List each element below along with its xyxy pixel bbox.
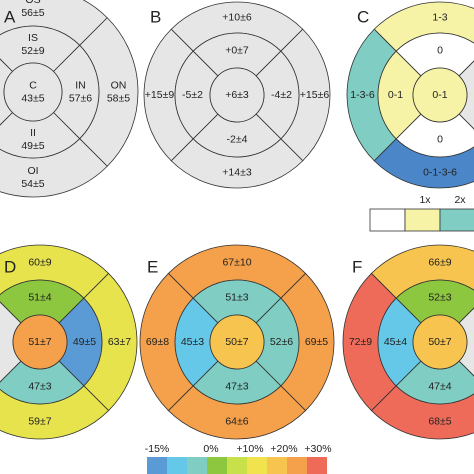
sector-text: 1-3-6 (350, 89, 375, 101)
sector-text: 69±8 (146, 336, 169, 348)
sector-text: 45±4 (384, 336, 407, 348)
sector-text: ON (111, 79, 127, 91)
sector-text: 56±5 (21, 7, 44, 19)
legend-swatch (439, 208, 474, 232)
sector-text: -2±4 (227, 133, 248, 145)
sector-text: 47±3 (225, 380, 248, 392)
center-sector (209, 67, 265, 123)
sector-text: 52±9 (21, 45, 44, 57)
sector-text: 59±7 (28, 415, 51, 427)
colorbar-label: +30% (304, 443, 331, 455)
sector-text: 63±7 (108, 336, 131, 348)
colorbar-swatch (227, 457, 247, 474)
sector-text: 0-1-3-6 (423, 166, 457, 178)
sector-text: 0 (437, 133, 443, 145)
sector-text: 45±3 (181, 336, 204, 348)
sector-text: OI (27, 165, 38, 177)
colorbar-swatch (287, 457, 307, 474)
sector-text: 47±4 (428, 380, 451, 392)
colorbar-label: 0% (203, 443, 218, 455)
colorbar-swatch (207, 457, 227, 474)
sector-text: 64±6 (225, 415, 248, 427)
center-sector (3, 62, 63, 122)
colorbar-label: +10% (236, 443, 263, 455)
colorbar-label: +20% (270, 443, 297, 455)
sector-text: +6±3 (225, 89, 249, 101)
sector-text: 52±3 (428, 291, 451, 303)
panel-label: A (4, 7, 16, 26)
sector-text: 57±6 (69, 92, 92, 104)
sector-text: II (30, 127, 36, 139)
colorbar-swatch (267, 457, 287, 474)
sector-text: -5±2 (182, 89, 203, 101)
sector-text: 0-1 (388, 89, 403, 101)
center-sector (12, 314, 68, 370)
colorbar-label: -15% (145, 443, 170, 455)
sector-text: 49±5 (21, 140, 44, 152)
panel-label: E (147, 257, 158, 276)
sector-text: 66±9 (428, 256, 451, 268)
sector-text: 51±3 (225, 291, 248, 303)
sector-text: 58±5 (107, 92, 130, 104)
legend-label: 2x (454, 194, 466, 206)
sector-text: C (29, 79, 37, 91)
sector-text: 47±3 (28, 380, 51, 392)
sector-text: 51±7 (28, 336, 51, 348)
legend-label: 1x (419, 194, 431, 206)
sector-text: 60±9 (28, 256, 51, 268)
sector-text: +14±3 (222, 166, 252, 178)
sector-text: +0±7 (225, 44, 249, 56)
sector-text: 51±4 (28, 291, 51, 303)
sector-text: +10±6 (222, 11, 252, 23)
sector-text: 72±9 (349, 336, 372, 348)
colorbar-swatch (187, 457, 207, 474)
center-sector (412, 314, 468, 370)
legend-swatch (369, 208, 406, 232)
center-sector (412, 67, 468, 123)
colorbar-swatch (307, 457, 327, 474)
sector-text: 68±5 (428, 415, 451, 427)
colorbar-swatch (247, 457, 267, 474)
sector-text: 43±5 (21, 92, 44, 104)
sector-text: 50±7 (428, 336, 451, 348)
sector-text: 0-1 (432, 89, 447, 101)
sector-text: 54±5 (21, 178, 44, 190)
colorbar-swatch (167, 457, 187, 474)
sector-text: +15±9 (145, 89, 175, 101)
sector-text: 69±5 (305, 336, 328, 348)
sector-text: 52±6 (270, 336, 293, 348)
panel-label: F (352, 257, 362, 276)
sector-text: 0 (437, 44, 443, 56)
sector-text: OS (25, 0, 40, 6)
panel-label: D (4, 257, 16, 276)
sector-text: IN (75, 79, 86, 91)
sector-text: 67±10 (222, 256, 251, 268)
panel-label: B (150, 7, 161, 26)
sector-text: 1-3 (432, 11, 447, 23)
sector-text: -4±2 (271, 89, 292, 101)
legend-swatch (404, 208, 441, 232)
sector-text: +15±6 (300, 89, 330, 101)
colorbar-swatch (147, 457, 167, 474)
panel-label: C (357, 7, 369, 26)
sector-text: 49±5 (73, 336, 96, 348)
sector-text: IS (28, 32, 38, 44)
sector-text: 50±7 (225, 336, 248, 348)
center-sector (209, 314, 265, 370)
